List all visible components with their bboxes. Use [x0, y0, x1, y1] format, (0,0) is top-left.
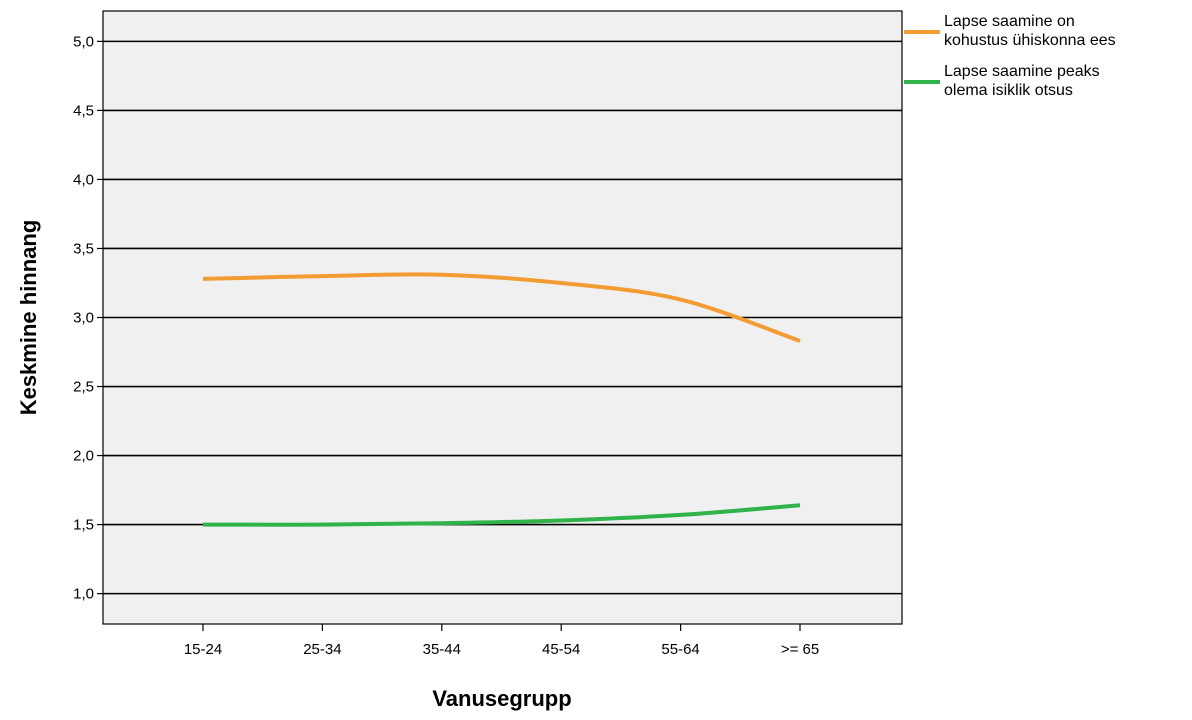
x-tick-label: 15-24	[184, 641, 222, 658]
legend-label: Lapse saamine peaks olema isiklik otsus	[944, 63, 1100, 99]
x-tick-label: 55-64	[661, 641, 699, 658]
legend-label: Lapse saamine on kohustus ühiskonna ees	[944, 13, 1116, 49]
y-tick-label: 4,0	[73, 171, 94, 188]
y-tick-label: 2,0	[73, 448, 94, 465]
y-tick-label: 1,5	[73, 517, 94, 534]
y-tick-label: 3,0	[73, 310, 94, 327]
gridlines	[103, 40, 902, 595]
x-tick-label: >= 65	[781, 641, 819, 658]
x-axis-title: Vanusegrupp	[432, 686, 571, 711]
y-tick-label: 5,0	[73, 33, 94, 50]
y-axis-ticks: 1,0 1,5 2,0 2,5 3,0 3,5 4,0 4,5 5,0	[73, 33, 103, 603]
y-tick-label: 4,5	[73, 102, 94, 119]
x-axis-ticks: 15-24 25-34 35-44 45-54 55-64 >= 65	[184, 624, 819, 658]
legend-entry-2: Lapse saamine peaks olema isiklik otsus	[904, 63, 1100, 99]
y-tick-label: 3,5	[73, 240, 94, 257]
x-tick-label: 45-54	[542, 641, 580, 658]
legend: Lapse saamine on kohustus ühiskonna ees La…	[904, 13, 1116, 99]
legend-entry-1: Lapse saamine on kohustus ühiskonna ees	[904, 13, 1116, 49]
series-line-1	[202, 272, 801, 343]
plot-frame	[102, 10, 903, 625]
series-line-2	[202, 503, 801, 527]
y-tick-label: 1,0	[73, 586, 94, 603]
y-axis-title: Keskmine hinnang	[16, 220, 41, 416]
y-tick-label: 2,5	[73, 379, 94, 396]
series-lines	[202, 272, 801, 527]
x-tick-label: 25-34	[303, 641, 341, 658]
x-tick-label: 35-44	[423, 641, 461, 658]
